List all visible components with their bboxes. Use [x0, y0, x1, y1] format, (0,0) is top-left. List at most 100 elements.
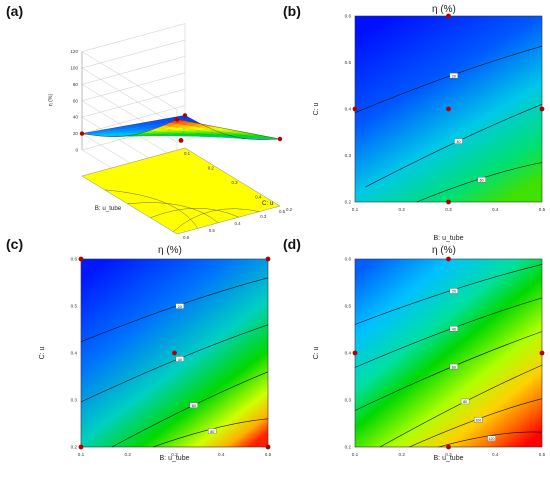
a-x-tick-0.2: 0.2	[208, 166, 215, 171]
a-y-tick-0.6: 0.6	[183, 235, 190, 240]
contour-label-c-80: 80	[210, 430, 214, 434]
contour-label-box-c-80	[208, 428, 217, 434]
x-tick-c-0.4: 0.4	[218, 452, 225, 457]
a-y-tick-0.3: 0.3	[260, 214, 267, 219]
y-tick-c-0.4: 0.4	[71, 351, 78, 356]
a-y-tick-0.4: 0.4	[235, 221, 242, 226]
projection-plane	[81, 147, 281, 235]
x-tick-c-0.2: 0.2	[125, 452, 132, 457]
contour-label-box-c-60	[189, 402, 198, 408]
x-tick-d-0.3: 0.3	[445, 452, 452, 457]
a-x-axis-label: B: u_tube	[95, 205, 122, 212]
design-point-d-3	[446, 444, 451, 450]
x-tick-c-0.1: 0.1	[78, 452, 85, 457]
design-point-b-3	[539, 106, 545, 112]
design-point-d-1	[446, 256, 451, 262]
x-tick-b-0.5: 0.5	[539, 207, 546, 212]
contour-label-d-120: 120	[489, 437, 495, 441]
x-tick-b-0.3: 0.3	[445, 207, 452, 212]
x-axis-label-b: B: u_tube	[434, 235, 464, 242]
y-tick-c-0.6: 0.6	[71, 257, 78, 262]
panel-label-a: (a)	[6, 3, 24, 19]
x-tick-b-0.1: 0.1	[352, 207, 359, 212]
surface-point-3	[182, 113, 188, 118]
panel-title-b: η (%)	[432, 4, 456, 15]
z-tick-20: 20	[73, 131, 79, 136]
y-tick-b-0.3: 0.3	[345, 153, 352, 158]
contour-label-box-d-40	[449, 326, 459, 332]
y-tick-c-0.2: 0.2	[71, 445, 78, 450]
contour-label-c-20: 20	[178, 305, 182, 309]
contour-line-c-80	[152, 418, 269, 448]
panel-title-d: η (%)	[432, 245, 456, 256]
contour-label-box-b-20	[449, 72, 459, 79]
design-point-c-1	[265, 256, 271, 262]
z-grid-back-120	[81, 23, 186, 52]
a-y-tick-0.2: 0.2	[286, 207, 293, 212]
x-axis-label-d: B: u_tube	[434, 455, 464, 462]
a-x-tick-0.5: 0.5	[279, 209, 286, 214]
contour-label-box-c-20	[175, 303, 185, 309]
x-tick-d-0.1: 0.1	[352, 452, 359, 457]
contour-label-d-60: 60	[452, 365, 456, 369]
z-grid-side-100	[81, 67, 178, 127]
design-point-b-0	[352, 106, 358, 112]
contour-label-box-b-40	[454, 138, 463, 144]
contour-label-c-40: 40	[178, 358, 182, 362]
z-tick-60: 60	[73, 98, 79, 103]
contour-label-d-20: 20	[452, 290, 456, 294]
panel-title-c: η (%)	[158, 245, 182, 256]
z-tick-100: 100	[70, 66, 78, 71]
design-point-c-3	[78, 444, 84, 450]
design-point-b-2	[446, 106, 451, 112]
x-tick-b-0.4: 0.4	[492, 207, 499, 212]
y-tick-b-0.5: 0.5	[345, 60, 352, 65]
plane-contour-3	[150, 208, 239, 218]
plane-contour-1	[104, 189, 198, 229]
contour-label-box-c-40	[175, 356, 185, 362]
y-tick-b-0.4: 0.4	[345, 107, 352, 112]
z-grid-back-80	[81, 56, 186, 85]
z-grid-back-40	[81, 89, 186, 118]
x-tick-d-0.5: 0.5	[539, 452, 546, 457]
design-point-d-2	[539, 350, 545, 356]
y-tick-d-0.4: 0.4	[345, 351, 352, 356]
x-tick-b-0.2: 0.2	[399, 207, 406, 212]
plane-contour-4	[173, 208, 260, 232]
y-tick-d-0.2: 0.2	[345, 445, 352, 450]
contour-label-box-d-20	[449, 288, 459, 294]
z-tick-0: 0	[75, 148, 78, 153]
contour-label-b-40: 40	[456, 140, 460, 144]
design-point-c-0	[78, 256, 84, 262]
a-z-axis-label: η (%)	[48, 94, 54, 107]
a-y-axis-label: C: u	[262, 200, 274, 207]
contour-label-box-d-60	[449, 363, 459, 370]
design-point-c-4	[265, 444, 271, 450]
x-tick-d-0.2: 0.2	[399, 452, 406, 457]
contour-label-box-d-100	[474, 417, 483, 423]
a-x-tick-0.3: 0.3	[231, 180, 238, 185]
contour-label-box-d-120	[487, 435, 496, 442]
contour-label-box-b-60	[477, 177, 486, 183]
contour-label-d-40: 40	[452, 328, 456, 332]
y-axis-label-b: C: u	[313, 102, 320, 115]
contour-label-box-d-80	[460, 398, 470, 405]
contour-label-b-20: 20	[452, 74, 456, 78]
x-axis-label-c: B: u_tube	[160, 455, 190, 462]
panel-label-c: (c)	[6, 236, 24, 252]
x-tick-d-0.4: 0.4	[492, 452, 499, 457]
z-tick-40: 40	[73, 115, 79, 120]
surface-point-center	[178, 138, 184, 143]
z-grid-back-60	[81, 72, 186, 101]
y-tick-b-0.6: 0.6	[345, 14, 352, 19]
z-tick-80: 80	[73, 82, 79, 87]
y-tick-d-0.5: 0.5	[345, 304, 352, 309]
y-axis-label-d: C: u	[313, 346, 320, 359]
design-point-b-4	[446, 199, 451, 205]
panel-label-d: (d)	[283, 236, 301, 252]
contour-label-d-100: 100	[475, 419, 481, 423]
design-point-c-2	[172, 350, 177, 356]
z-tick-120: 120	[70, 49, 78, 54]
y-tick-d-0.3: 0.3	[345, 398, 352, 403]
